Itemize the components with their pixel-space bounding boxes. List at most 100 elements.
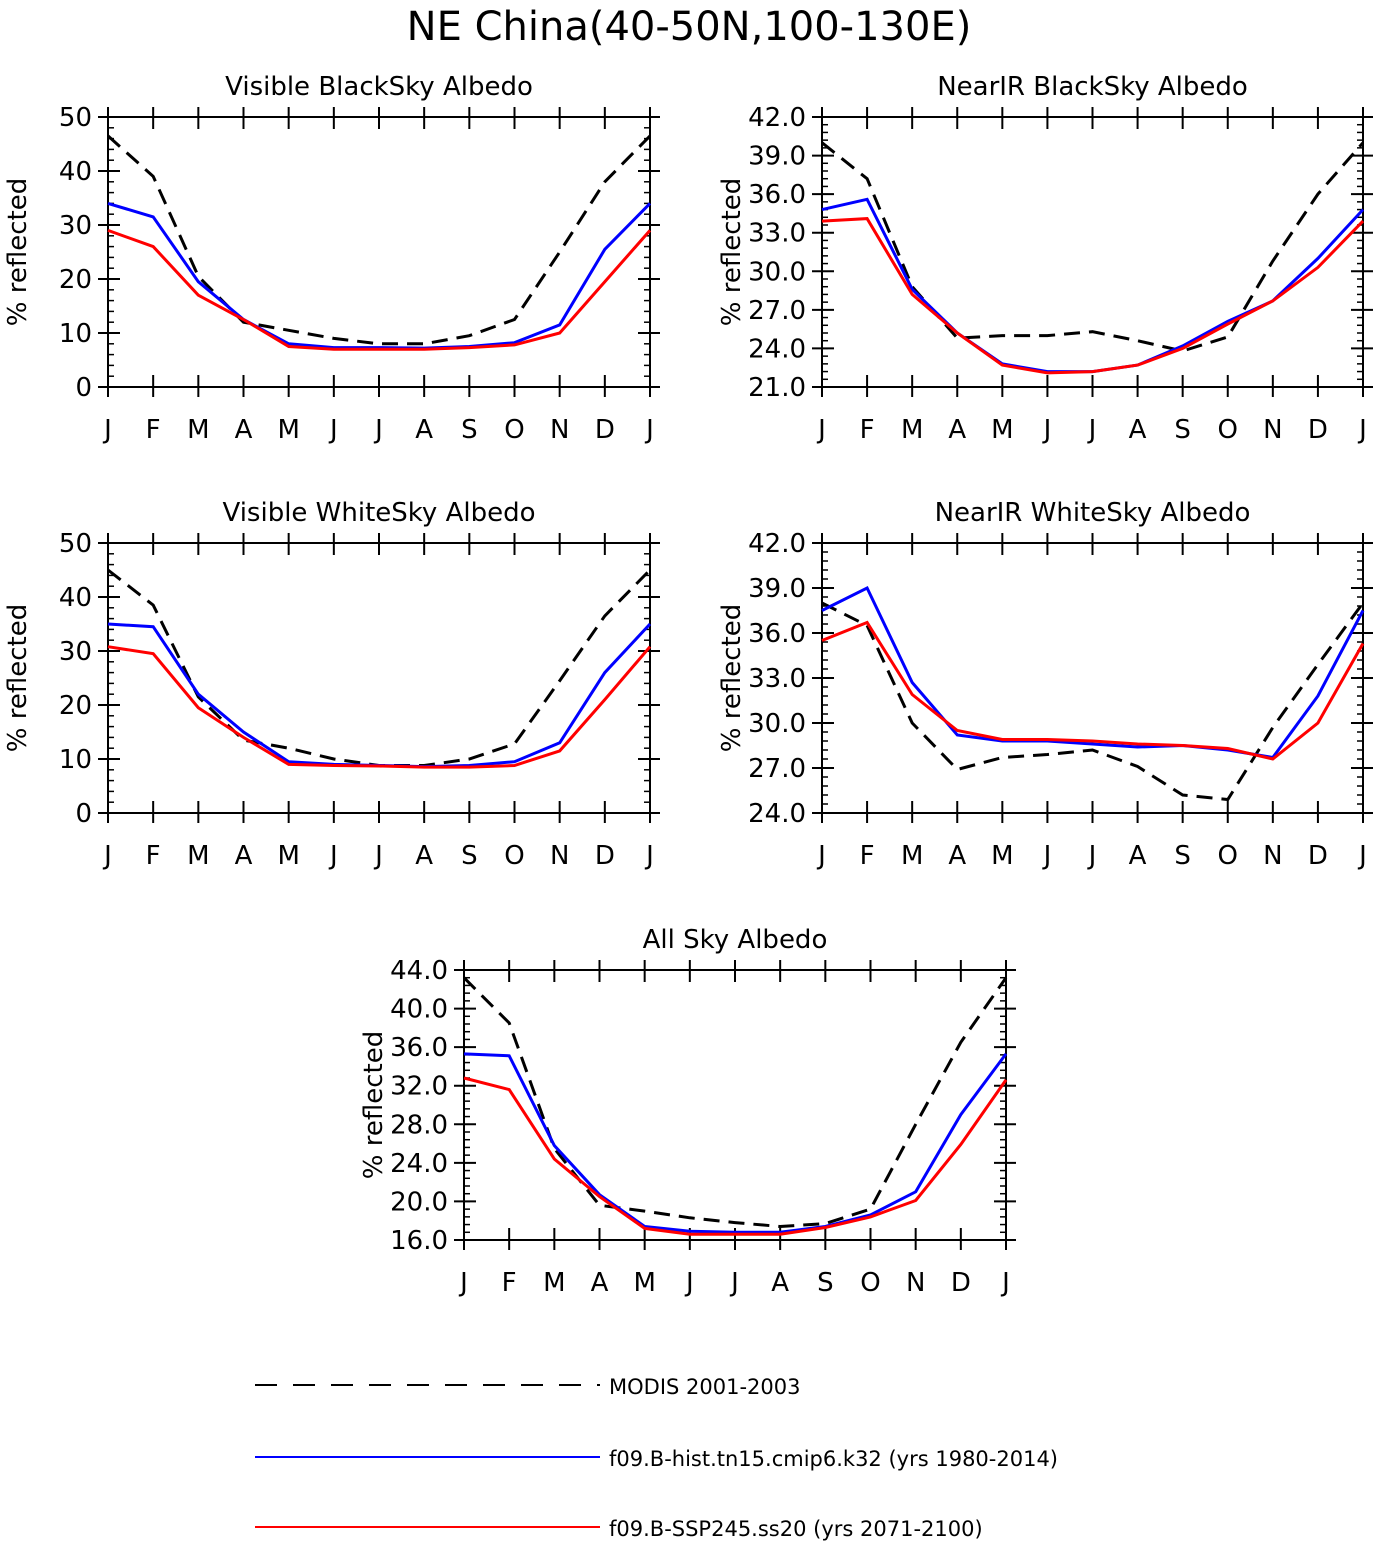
x-tick-label: F (860, 415, 875, 445)
y-tick-label: 30.0 (748, 709, 806, 739)
x-tick-label: N (1263, 415, 1282, 445)
x-tick-label: D (1308, 415, 1328, 445)
x-tick-label: J (373, 415, 383, 445)
series-line-1 (107, 568, 652, 767)
x-tick-label: M (901, 841, 923, 871)
x-tick-label: M (901, 415, 923, 445)
x-tick-label: J (644, 841, 654, 871)
y-tick-label: 24.0 (748, 334, 806, 364)
chart-title: All Sky Albedo (643, 925, 828, 955)
x-tick-label: J (458, 1268, 468, 1298)
x-tick-label: J (1042, 415, 1052, 445)
chart-title: NearIR BlackSky Albedo (937, 72, 1248, 102)
x-tick-label: F (860, 841, 875, 871)
x-tick-label: N (550, 841, 569, 871)
series-line-2 (821, 585, 1365, 760)
x-tick-label: O (860, 1268, 880, 1298)
legend-label-3: f09.B-SSP245.ss20 (yrs 2071-2100) (609, 1517, 983, 1541)
x-tick-label: J (816, 841, 826, 871)
x-tick-label: F (146, 415, 161, 445)
x-tick-label: M (277, 841, 299, 871)
x-tick-label: J (102, 841, 112, 871)
y-tick-label: 24.0 (390, 1149, 448, 1179)
x-tick-label: D (951, 1268, 971, 1298)
y-tick-label: 36.0 (390, 1033, 448, 1063)
x-tick-label: A (771, 1268, 789, 1298)
x-tick-label: F (502, 1268, 517, 1298)
y-axis-label: % reflected (717, 178, 747, 326)
x-tick-label: M (991, 841, 1013, 871)
y-tick-label: 10 (59, 319, 92, 349)
x-tick-label: A (1129, 415, 1147, 445)
x-tick-label: O (1218, 841, 1238, 871)
x-tick-label: J (816, 415, 826, 445)
chart-panel-4: NearIR WhiteSky Albedo % reflected 24.0 27.… (717, 498, 1373, 871)
x-tick-label: D (1308, 841, 1328, 871)
x-tick-label: M (543, 1268, 565, 1298)
x-tick-label: J (1357, 415, 1367, 445)
plot-frame (821, 116, 1364, 388)
figure-title: NE China(40-50N,100-130E) (407, 4, 972, 50)
legend-label-1: MODIS 2001-2003 (609, 1375, 800, 1399)
x-tick-label: N (1263, 841, 1282, 871)
y-tick-label: 30.0 (748, 257, 806, 287)
x-tick-label: S (1174, 841, 1191, 871)
x-tick-label: A (415, 415, 433, 445)
y-axis-label: % reflected (3, 178, 33, 326)
x-tick-label: A (591, 1268, 609, 1298)
series-line-3 (107, 228, 652, 351)
x-tick-label: J (102, 415, 112, 445)
x-tick-label: S (817, 1268, 834, 1298)
y-tick-label: 27.0 (748, 296, 806, 326)
series-line-1 (821, 141, 1365, 353)
x-tick-label: J (373, 841, 383, 871)
y-tick-label: 44.0 (390, 956, 448, 986)
y-axis-label: % reflected (717, 604, 747, 752)
x-tick-label: D (595, 841, 615, 871)
legend: MODIS 2001-2003 f09.B-hist.tn15.cmip6.k32… (255, 1375, 1058, 1541)
x-tick-label: A (235, 415, 253, 445)
x-tick-label: O (504, 415, 524, 445)
x-tick-label: M (187, 415, 209, 445)
y-axis-label: % reflected (3, 604, 33, 752)
y-tick-label: 20.0 (390, 1187, 448, 1217)
x-tick-label: S (1174, 415, 1191, 445)
series-line-2 (821, 197, 1365, 374)
chart-panel-1: Visible BlackSky Albedo % reflected 0 10 20 3… (3, 72, 660, 445)
x-tick-label: S (461, 841, 478, 871)
legend-label-2: f09.B-hist.tn15.cmip6.k32 (yrs 1980-2014… (609, 1447, 1058, 1471)
x-tick-label: J (644, 415, 654, 445)
x-tick-label: J (729, 1268, 739, 1298)
x-tick-label: O (1218, 415, 1238, 445)
chart-panel-3: Visible WhiteSky Albedo % reflected 0 10 20 3… (3, 498, 660, 871)
series-line-3 (821, 620, 1365, 761)
y-tick-label: 30 (59, 637, 92, 667)
y-tick-label: 20 (59, 691, 92, 721)
x-tick-label: N (550, 415, 569, 445)
y-tick-label: 50 (59, 529, 92, 559)
y-tick-label: 39.0 (748, 574, 806, 604)
x-tick-label: J (1087, 415, 1097, 445)
y-tick-label: 36.0 (748, 619, 806, 649)
chart-title: NearIR WhiteSky Albedo (935, 498, 1251, 528)
x-tick-label: J (1000, 1268, 1010, 1298)
y-tick-label: 40 (59, 157, 92, 187)
y-tick-label: 21.0 (748, 373, 806, 403)
series-line-3 (463, 1076, 1008, 1236)
y-tick-label: 39.0 (748, 142, 806, 172)
x-tick-label: M (187, 841, 209, 871)
x-tick-label: J (1087, 841, 1097, 871)
chart-title: Visible WhiteSky Albedo (222, 498, 535, 528)
y-tick-label: 27.0 (748, 754, 806, 784)
x-tick-label: A (948, 841, 966, 871)
y-tick-label: 50 (59, 103, 92, 133)
series-line-2 (107, 201, 652, 350)
series-line-3 (107, 645, 652, 769)
y-tick-label: 20 (59, 265, 92, 295)
x-tick-label: J (328, 415, 338, 445)
y-tick-label: 16.0 (390, 1226, 448, 1256)
y-tick-label: 0 (75, 799, 92, 829)
y-tick-label: 0 (75, 373, 92, 403)
panels: Visible BlackSky Albedo % reflected 0 10 20 3… (3, 72, 1373, 1298)
